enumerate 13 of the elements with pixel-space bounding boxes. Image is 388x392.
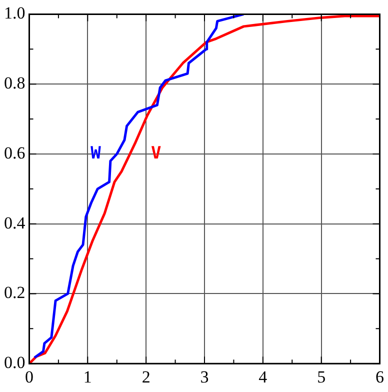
y-tick-label: 1.0 — [4, 4, 26, 23]
x-tick-label: 2 — [142, 367, 150, 386]
y-tick-label: 0.0 — [4, 353, 26, 372]
x-tick-label: 5 — [317, 367, 326, 386]
x-tick-label: 6 — [376, 367, 384, 386]
y-tick-label: 0.4 — [4, 213, 26, 232]
x-tick-label: 1 — [83, 367, 92, 386]
y-tick-label: 0.6 — [4, 143, 26, 162]
x-tick-label: 3 — [200, 367, 209, 386]
y-tick-label: 0.2 — [4, 283, 26, 302]
x-tick-label: 4 — [258, 367, 268, 386]
x-tick-label: 0 — [25, 367, 34, 386]
y-tick-label: 0.8 — [4, 74, 26, 93]
